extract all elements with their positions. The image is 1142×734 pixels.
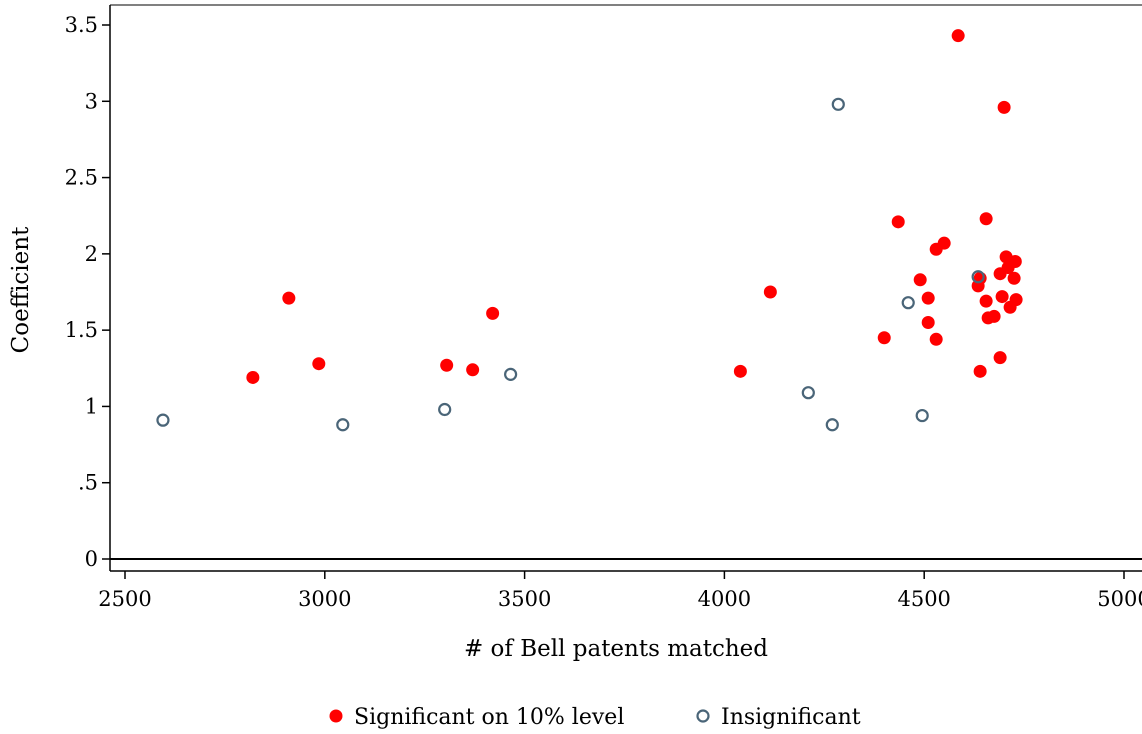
y-tick-label: 2.5 — [65, 166, 98, 190]
significant-point — [1007, 271, 1021, 285]
significant-point — [466, 363, 480, 377]
significant-point — [921, 291, 935, 305]
x-axis-title: # of Bell patents matched — [464, 636, 768, 662]
y-tick-label: 1 — [85, 394, 98, 418]
insignificant-point — [156, 413, 170, 427]
insignificant-point — [901, 296, 915, 310]
significant-point — [979, 212, 993, 226]
y-tick-label: 3 — [85, 89, 98, 113]
significant-point — [951, 29, 965, 43]
x-tick-label: 3500 — [498, 587, 551, 611]
y-tick-label: 2 — [85, 242, 98, 266]
significant-point — [312, 357, 326, 371]
x-tick-label: 4000 — [698, 587, 751, 611]
legend-label-significant: Significant on 10% level — [354, 705, 624, 730]
insignificant-point — [915, 408, 929, 423]
significant-point — [987, 309, 1001, 323]
significant-point — [921, 316, 935, 330]
significant-point — [979, 294, 993, 308]
insignificant-point — [971, 270, 985, 284]
significant-point — [733, 364, 747, 378]
significant-point — [877, 331, 891, 345]
insignificant-point — [504, 367, 518, 381]
y-axis-title: Coefficient — [8, 226, 34, 353]
significant-point — [1009, 293, 1023, 307]
y-tick-label: 0 — [85, 547, 98, 571]
y-axis-ticks: 0 .5 1 1.5 2 2.5 3 3.5 — [65, 13, 110, 571]
legend: Significant on 10% level Insignificant — [329, 705, 861, 730]
x-tick-label: 4500 — [897, 587, 950, 611]
significant-point — [997, 100, 1011, 114]
significant-point — [282, 291, 296, 305]
significant-point — [440, 358, 454, 372]
significant-point — [973, 364, 987, 378]
insignificant-point — [438, 402, 452, 417]
significant-point — [763, 285, 777, 299]
insignificant-point — [801, 386, 815, 400]
significant-point — [486, 306, 500, 320]
legend-marker-insignificant — [696, 709, 710, 723]
significant-point — [929, 332, 943, 346]
significant-point — [1008, 254, 1022, 268]
significant-point — [995, 290, 1009, 304]
x-tick-label: 2500 — [98, 587, 151, 611]
y-tick-label: .5 — [78, 471, 98, 495]
y-tick-label: 3.5 — [65, 13, 98, 37]
significant-point — [937, 236, 951, 250]
x-tick-label: 3000 — [298, 587, 351, 611]
insignificant-point — [825, 418, 839, 432]
insignificant-point — [831, 97, 845, 111]
insignificant-point — [336, 418, 350, 432]
significant-point — [246, 370, 260, 384]
plot-frame — [109, 4, 1142, 572]
y-tick-label: 1.5 — [65, 318, 98, 342]
legend-marker-significant — [329, 709, 343, 723]
significant-point — [891, 215, 905, 229]
significant-point — [913, 273, 927, 287]
significant-point — [993, 351, 1007, 365]
legend-label-insignificant: Insignificant — [721, 705, 861, 730]
data-points — [156, 29, 1023, 432]
